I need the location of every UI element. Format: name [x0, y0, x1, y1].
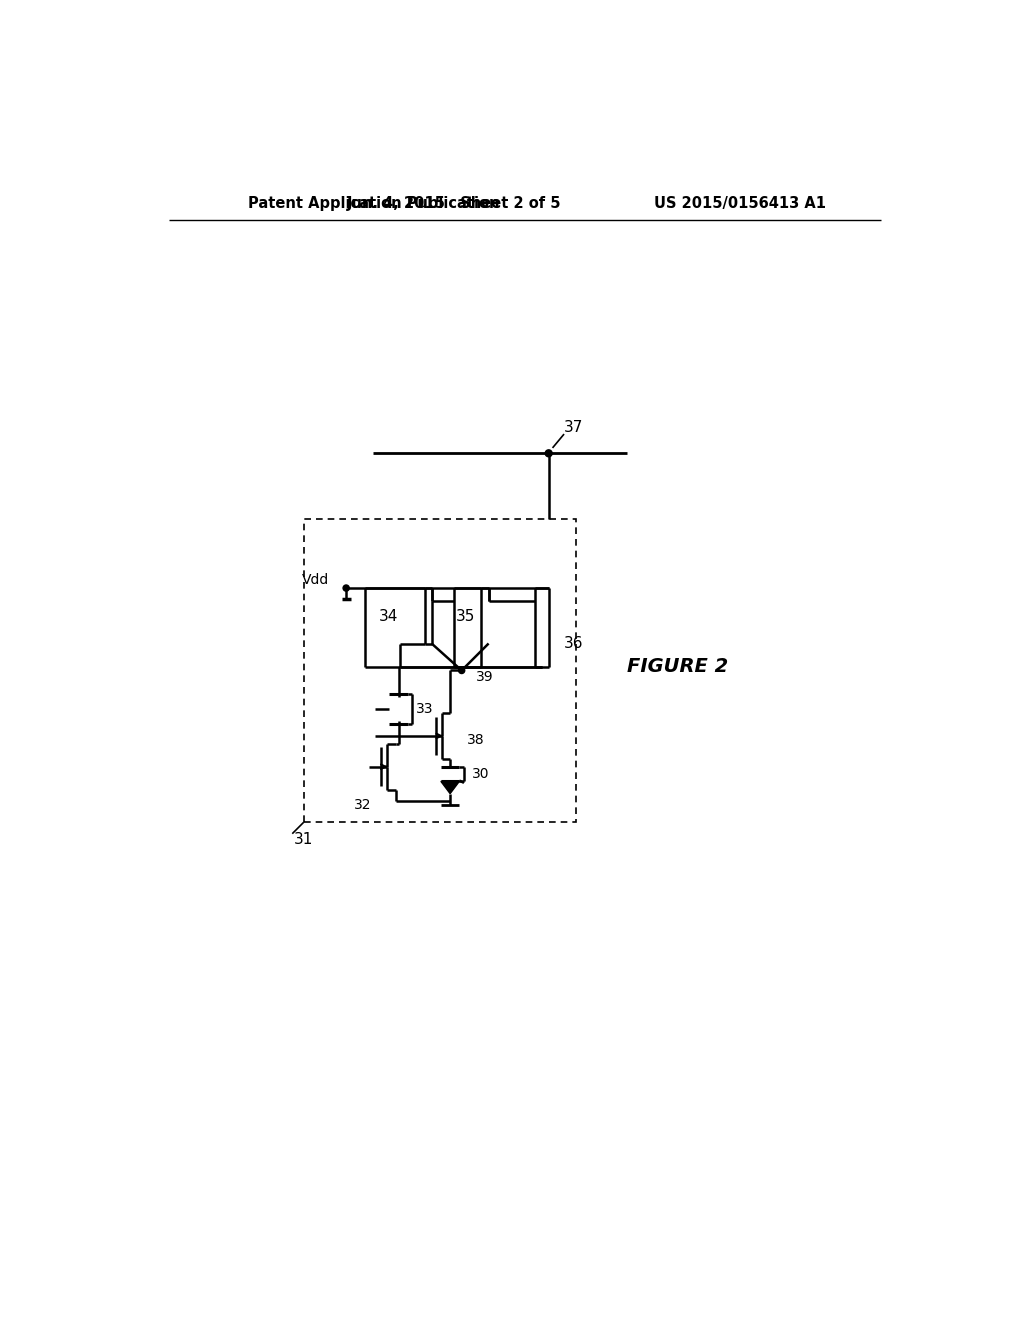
Text: 32: 32	[354, 799, 372, 812]
Text: 37: 37	[563, 420, 583, 436]
Text: US 2015/0156413 A1: US 2015/0156413 A1	[654, 195, 826, 211]
Text: 34: 34	[379, 609, 398, 624]
Circle shape	[545, 450, 552, 457]
Text: FIGURE 2: FIGURE 2	[627, 657, 728, 676]
Text: 39: 39	[475, 669, 494, 684]
Text: Vdd: Vdd	[302, 573, 330, 587]
Text: Patent Application Publication: Patent Application Publication	[248, 195, 499, 211]
Text: 38: 38	[467, 733, 484, 747]
Polygon shape	[441, 781, 460, 793]
Text: Jun. 4, 2015   Sheet 2 of 5: Jun. 4, 2015 Sheet 2 of 5	[347, 195, 561, 211]
Text: 33: 33	[416, 702, 433, 715]
Bar	[304, 519, 575, 822]
Circle shape	[459, 668, 465, 673]
Text: 36: 36	[564, 636, 584, 651]
Text: 31: 31	[294, 833, 313, 847]
Circle shape	[343, 585, 349, 591]
Text: 30: 30	[472, 767, 489, 781]
Text: 35: 35	[456, 609, 475, 624]
